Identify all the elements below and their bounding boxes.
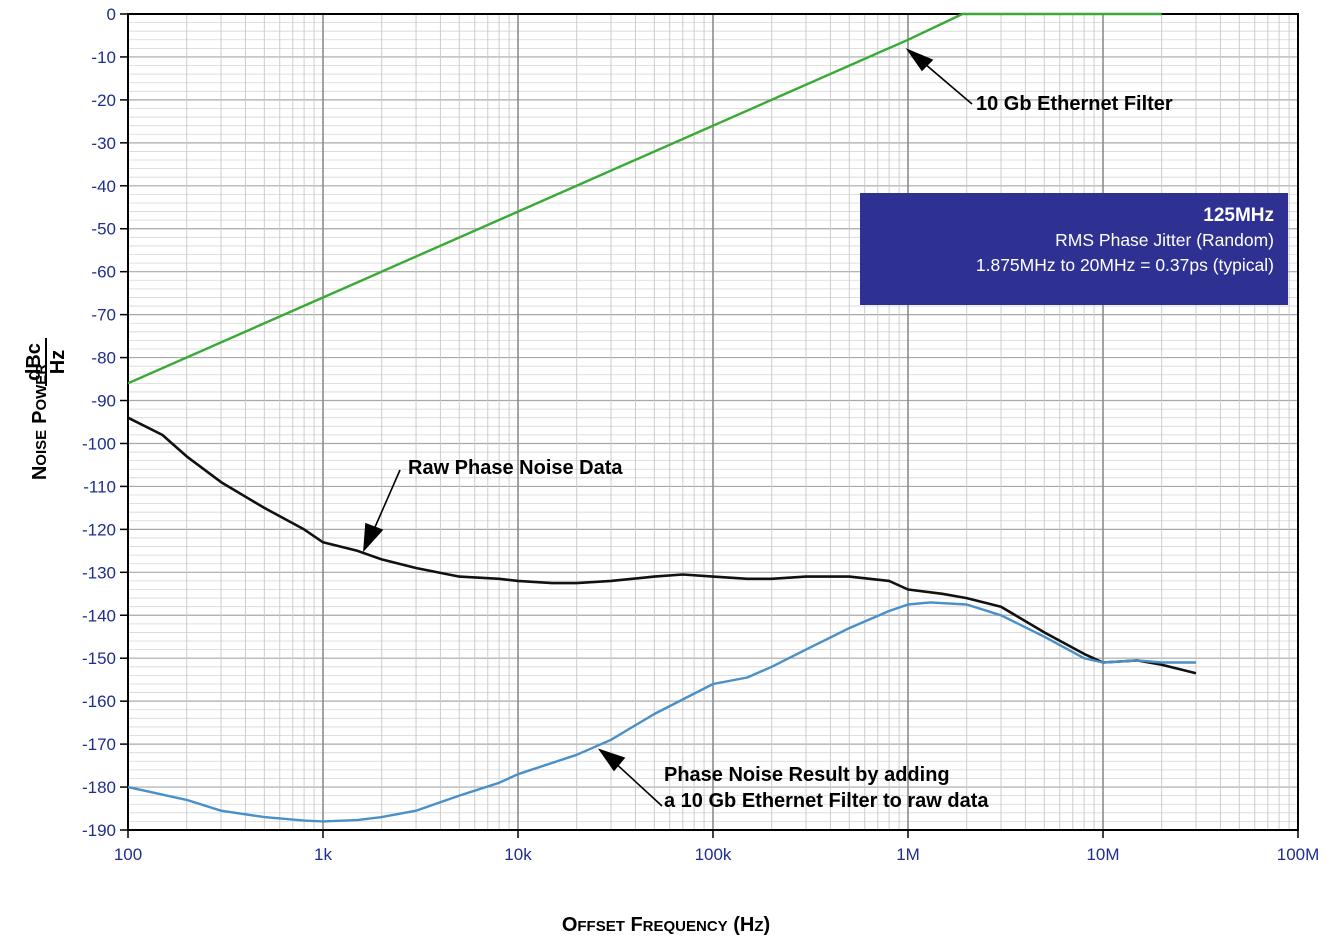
y-tick-label: -120 — [82, 520, 116, 539]
x-axis-title-p1: (H — [733, 914, 755, 936]
svg-text:NOISEPOWER: NOISEPOWER — [29, 364, 51, 480]
raw-phase-noise-line — [127, 416, 1197, 675]
info-box-line2: 1.875MHz to 20MHz = 0.37ps (typical) — [975, 255, 1274, 275]
raw-arrow-line — [371, 469, 401, 535]
annotation-arrows — [363, 48, 973, 807]
y-tick-label: -20 — [91, 91, 116, 110]
annotation-raw: Raw Phase Noise Data — [408, 457, 623, 479]
y-tick-label: -170 — [82, 735, 116, 754]
result-arrow-head — [597, 748, 626, 772]
x-axis-title-p2: ) — [763, 914, 771, 936]
y-tick-label: -70 — [91, 306, 116, 325]
y-tick-label: -60 — [91, 263, 116, 282]
filter-line — [127, 12, 1162, 385]
filtered-result-line — [127, 601, 1196, 823]
x-tick-label: 1k — [314, 845, 332, 864]
annotation-result-line2: a 10 Gb Ethernet Filter to raw data — [664, 790, 989, 812]
y-tick-label: -160 — [82, 692, 116, 711]
y-tick-label: -180 — [82, 778, 116, 797]
annotation-result-line1: Phase Noise Result by adding — [664, 764, 950, 786]
y-axis-title-initial-2: P — [29, 411, 51, 424]
grid — [127, 13, 1299, 831]
y-tick-label: -30 — [91, 134, 116, 153]
x-tick-label: 10k — [504, 845, 532, 864]
y-axis-title-rest-1: OISE — [33, 430, 50, 466]
y-tick-label: -50 — [91, 220, 116, 239]
x-tick-label: 10M — [1086, 845, 1119, 864]
y-tick-label: -130 — [82, 563, 116, 582]
y-axis-title: NOISEPOWER — [29, 364, 51, 480]
x-axis-title-i1: O — [561, 914, 578, 936]
y-tick-label: -150 — [82, 649, 116, 668]
raw-arrow-head — [363, 522, 384, 553]
y-tick-label: -100 — [82, 434, 116, 453]
filter-arrow-head — [905, 48, 934, 72]
y-tick-label: 0 — [107, 5, 116, 24]
x-axis-title-r2: REQUENCY — [642, 918, 728, 935]
x-tick-label: 100 — [114, 845, 142, 864]
x-tick-label: 100M — [1277, 845, 1320, 864]
y-tick-label: -40 — [91, 177, 116, 196]
y-axis-unit-top: dBc — [23, 343, 45, 381]
x-tick-label: 100k — [695, 845, 732, 864]
result-arrow-line — [611, 759, 663, 807]
x-axis-title: OFFSET FREQUENCY (HZ) — [0, 914, 1332, 937]
y-tick-label: -190 — [82, 821, 116, 840]
y-tick-label: -110 — [83, 477, 116, 496]
series-lines — [127, 12, 1197, 823]
y-tick-label: -140 — [82, 606, 116, 625]
info-box-title: 125MHz — [1203, 205, 1274, 226]
info-box-line1: RMS Phase Jitter (Random) — [1055, 230, 1274, 250]
jitter-info-box: 125MHz RMS Phase Jitter (Random) 1.875MH… — [860, 193, 1288, 305]
x-axis-title-r3: Z — [754, 918, 764, 935]
y-axis-title-initial-1: N — [29, 466, 51, 480]
axis-ticks: 0 -10 -20 -30 -40 -50 -60 -70 -80 -90 -100 -110 -120… — [82, 5, 1319, 864]
annotation-filter: 10 Gb Ethernet Filter — [976, 93, 1173, 115]
y-axis-unit: dBc Hz — [23, 338, 69, 386]
x-axis-title-i2: F — [630, 914, 643, 936]
y-tick-label: -80 — [91, 349, 116, 368]
x-tick-label: 1M — [896, 845, 920, 864]
y-tick-label: -90 — [91, 392, 116, 411]
y-tick-label: -10 — [91, 48, 116, 67]
x-axis-title-r1: FFSET — [577, 918, 625, 935]
y-axis-unit-bottom: Hz — [47, 350, 69, 374]
